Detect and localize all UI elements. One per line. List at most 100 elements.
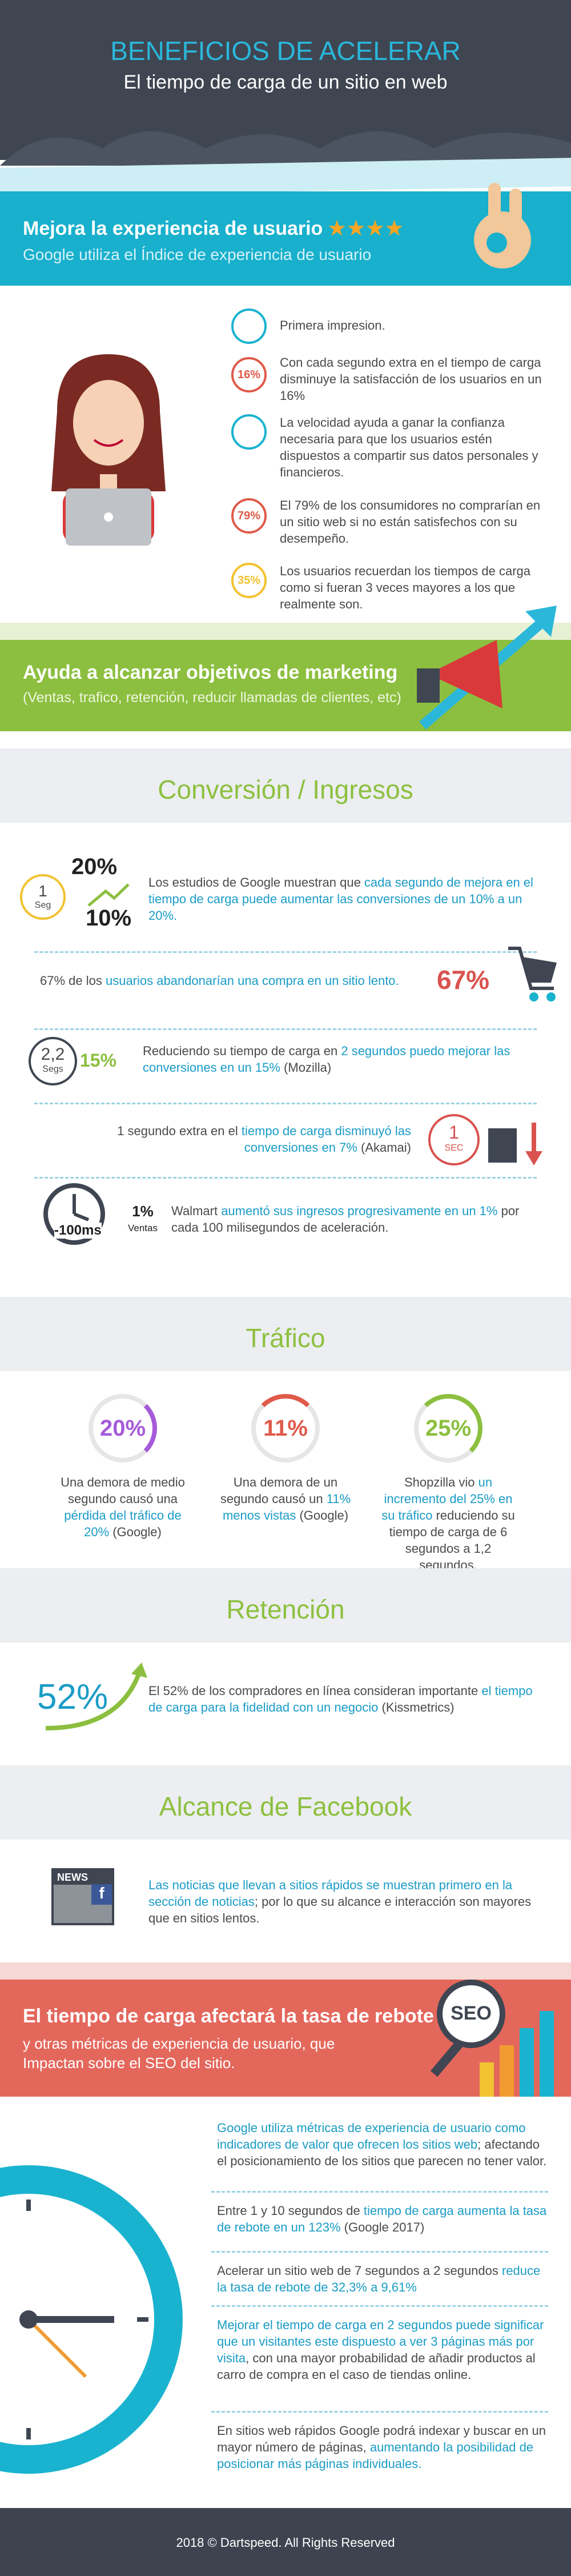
- bounce-item: Google utiliza métricas de experiencia d…: [217, 2120, 548, 2169]
- traffic-item: Shopzilla vio un incremento del 25% en s…: [377, 1474, 520, 1573]
- highlight-run: usuarios abandonarían una compra en un s…: [105, 973, 399, 988]
- icon-unit: SEC: [444, 1143, 464, 1153]
- highlight-run: Google utiliza métricas de experiencia d…: [217, 2121, 526, 2152]
- text-run: (Mozilla): [280, 1060, 332, 1075]
- icon-unit: Ventas: [128, 1223, 158, 1233]
- text-run: 1 segundo extra en el: [117, 1124, 242, 1138]
- bounce-subtitle: y otras métricas de experiencia de usuar…: [23, 2035, 335, 2072]
- conversion-item: Los estudios de Google muestran que cada…: [148, 874, 537, 924]
- highlight-run: 2 segundos puedo mejorar las conversione…: [143, 1044, 510, 1075]
- icon-number: 2,2: [41, 1045, 65, 1064]
- traffic-badge: 25%: [414, 1394, 482, 1463]
- ribbon: [0, 623, 571, 640]
- traffic-item: Una demora de medio segundo causó una pé…: [51, 1474, 194, 1540]
- text-run: ; por lo que su alcance e interacción so…: [148, 1894, 532, 1925]
- text-run: (Google 2017): [340, 2220, 425, 2234]
- handshake-icon: [231, 309, 267, 344]
- header-clouds: [0, 131, 571, 166]
- conversion-item: 1 segundo extra en el tiempo de carga di…: [57, 1123, 411, 1156]
- text-run: , con una mayor probabilidad de añadir p…: [217, 2351, 536, 2382]
- highlight-run: tiempo de carga aumenta la tasa de rebot…: [217, 2204, 547, 2234]
- text-run: Una demora de medio segundo causó una: [61, 1475, 185, 1506]
- text-run: (Akamai): [357, 1140, 411, 1155]
- header-title: BENEFICIOS DE ACELERAR: [110, 36, 461, 66]
- megaphone-icon: [417, 606, 557, 730]
- text-run: Acelerar un sitio web de 7 segundos a 2 …: [217, 2263, 502, 2278]
- title-text: Mejora la experiencia de usuario: [23, 218, 323, 239]
- highlight-run: tiempo de carga disminuyó las conversion…: [241, 1124, 411, 1155]
- conversion-item: 67% de los usuarios abandonarían una com…: [40, 972, 411, 989]
- text-run: ; afectando el posicionamiento de los si…: [217, 2137, 547, 2168]
- text-run: 67% de los: [40, 973, 106, 988]
- retention-item: El 52% de los compradores en línea consi…: [148, 1682, 548, 1716]
- text-run: (Google): [296, 1508, 349, 1523]
- icon-number: 1: [449, 1122, 459, 1143]
- seo-icon: [430, 1980, 554, 2097]
- experience-item: Primera impresion.: [280, 318, 385, 332]
- footer-text: 2018 © Dartspeed. All Rights Reserved: [176, 2535, 395, 2550]
- highlight-run: pérdida del tráfico de 20%: [64, 1508, 182, 1539]
- facebook-item: Las noticias que llevan a sitios rápidos…: [148, 1877, 548, 1926]
- section-header: [0, 1568, 571, 1642]
- icon-number: -100ms: [54, 1223, 102, 1239]
- ribbon: [0, 1962, 571, 1980]
- experience-item: El 79% de los consumidores no comprarían…: [280, 498, 541, 546]
- traffic-badge: 11%: [251, 1394, 320, 1463]
- highlight-run: cada segundo de mejora en el tiempo de c…: [148, 875, 533, 923]
- divider: [34, 1103, 537, 1104]
- experience-subtitle: Google utiliza el Índice de experiencia …: [23, 246, 372, 263]
- highlight-run: el tiempo de carga para la fidelidad con…: [148, 1684, 533, 1714]
- section-header: [0, 1297, 571, 1371]
- marketing-title: Ayuda a alcanzar objetivos de marketing: [23, 662, 398, 683]
- divider: [211, 2411, 548, 2413]
- highlight-run: un incremento del 25% en su tráfico: [381, 1475, 513, 1523]
- icon-number: 20%: [71, 854, 118, 879]
- highlight-run: Las noticias que llevan a sitios rápidos…: [148, 1878, 513, 1909]
- icon-label: NEWS: [54, 1870, 112, 1885]
- highlight-run: Mejorar el tiempo de carga en 2 segundos…: [217, 2318, 544, 2365]
- divider: [211, 2251, 548, 2253]
- divider: [211, 2191, 548, 2193]
- icon-unit: Segs: [42, 1064, 63, 1074]
- text-run: (Google): [109, 1525, 162, 1539]
- icon-label: SEO: [451, 2002, 492, 2024]
- highlight-run: reduce la tasa de rebote de 32,3% a 9,61…: [217, 2263, 541, 2294]
- seconds-icon: 1 SEC: [428, 1114, 480, 1165]
- icon-number: 67%: [437, 965, 490, 995]
- bounce-item: En sitios web rápidos Google podrá index…: [217, 2422, 548, 2472]
- divider: [34, 1177, 537, 1179]
- section-title: Conversión / Ingresos: [158, 775, 413, 804]
- bounce-item: Mejorar el tiempo de carga en 2 segundos…: [217, 2317, 548, 2383]
- clock-illustration: [0, 2165, 183, 2474]
- experience-item: Los usuarios recuerdan los tiempos de ca…: [280, 564, 531, 611]
- text-run: Una demora de un segundo causó un: [220, 1475, 338, 1506]
- cart-icon: [508, 947, 557, 1001]
- section-title: Tráfico: [246, 1323, 325, 1353]
- header: [0, 0, 571, 160]
- text-run: Reduciendo su tiempo de carga en: [143, 1044, 341, 1058]
- conversion-item: Reduciendo su tiempo de carga en 2 segun…: [143, 1043, 537, 1076]
- experience-badge: 35%: [231, 563, 267, 598]
- text-run: por cada 100 milisegundos de aceleración…: [171, 1204, 520, 1235]
- divider: [211, 2305, 548, 2307]
- section-title: Retención: [226, 1595, 345, 1624]
- bounce-item: Entre 1 y 10 segundos de tiempo de carga…: [217, 2202, 548, 2236]
- experience-item: Con cada segundo extra en el tiempo de c…: [280, 355, 542, 403]
- seconds-icon: 1 Seg: [20, 874, 66, 920]
- icon-unit: Seg: [34, 900, 51, 910]
- text-run: Shopzilla vio: [404, 1475, 478, 1489]
- bounce-title: El tiempo de carga afectará la tasa de r…: [23, 2005, 434, 2027]
- document-icon: [231, 414, 267, 450]
- highlight-run: aumentó sus ingresos progresivamente en …: [221, 1204, 498, 1218]
- text-run: Walmart: [171, 1204, 222, 1218]
- down-arrow-icon: [488, 1123, 542, 1165]
- facebook-logo: f: [91, 1884, 112, 1905]
- section-header: [0, 748, 571, 823]
- bounce-item: Acelerar un sitio web de 7 segundos a 2 …: [217, 2262, 548, 2295]
- text-run: Entre 1 y 10 segundos de: [217, 2204, 364, 2218]
- highlight-run: 11% menos vistas: [222, 1492, 351, 1523]
- stars: ★★★★: [328, 218, 405, 239]
- header-subtitle: El tiempo de carga de un sitio en web: [123, 71, 448, 93]
- ok-hand-icon: [474, 183, 531, 269]
